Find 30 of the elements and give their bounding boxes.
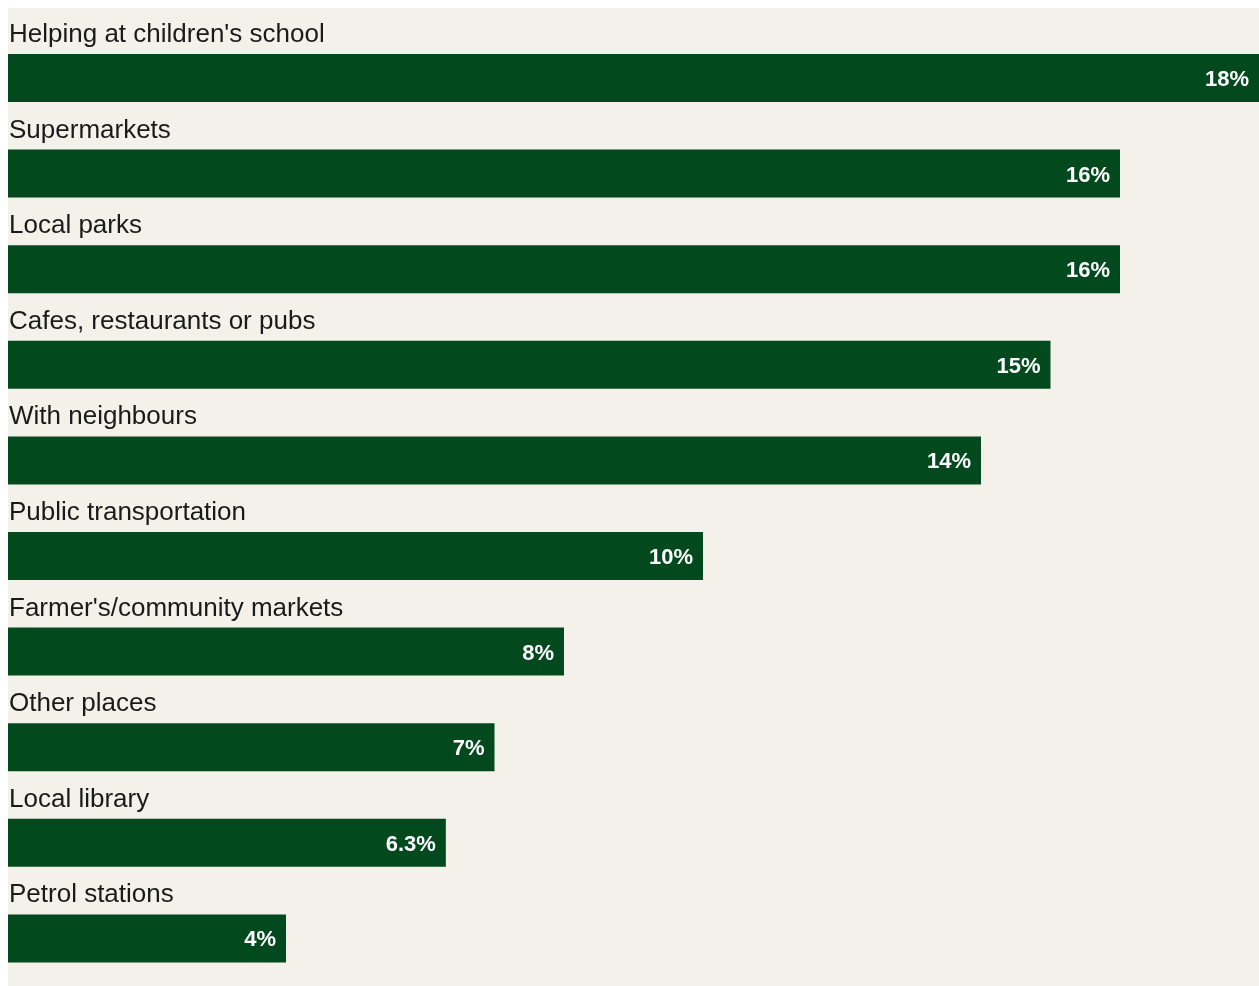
bar: [8, 818, 446, 867]
y-tick-label: Other places: [9, 687, 157, 718]
y-tick-label: Local library: [9, 782, 150, 813]
data-label: 15%: [996, 352, 1041, 378]
bar: [8, 914, 286, 963]
y-tick-label: Supermarkets: [9, 113, 171, 144]
data-label: 14%: [926, 448, 971, 474]
data-label: 6.3%: [385, 830, 436, 856]
bar: [8, 340, 1051, 389]
bar: [8, 245, 1120, 294]
y-tick-label: Helping at children's school: [9, 18, 325, 48]
data-label: 10%: [648, 544, 693, 569]
data-label: 7%: [452, 735, 485, 761]
bar: [8, 54, 1259, 102]
y-tick-label: Farmer's/community markets: [9, 591, 344, 622]
bar: [8, 436, 981, 485]
data-label: 16%: [1065, 161, 1110, 187]
bar: [8, 532, 703, 580]
y-tick-label: Public transportation: [9, 496, 247, 526]
y-tick-label: Petrol stations: [9, 878, 174, 909]
bar: [8, 627, 564, 676]
y-tick-label: With neighbours: [9, 400, 197, 431]
data-label: 16%: [1065, 257, 1110, 283]
y-tick-label: Cafes, restaurants or pubs: [9, 304, 316, 335]
bar: [8, 723, 495, 772]
data-label: 4%: [244, 926, 276, 952]
bar: [8, 149, 1120, 198]
data-label: 18%: [1204, 66, 1249, 91]
y-tick-label: Local parks: [9, 209, 142, 240]
data-label: 8%: [522, 639, 554, 665]
